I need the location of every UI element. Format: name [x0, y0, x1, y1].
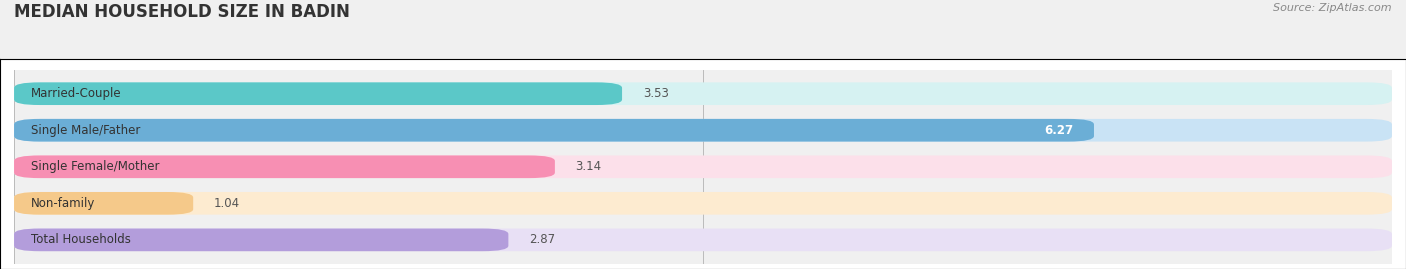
- Text: Non-family: Non-family: [31, 197, 96, 210]
- Text: Total Households: Total Households: [31, 233, 131, 246]
- Text: 2.87: 2.87: [529, 233, 555, 246]
- Text: 3.14: 3.14: [575, 160, 602, 173]
- Text: Single Male/Father: Single Male/Father: [31, 124, 141, 137]
- FancyBboxPatch shape: [14, 82, 1392, 105]
- FancyBboxPatch shape: [14, 119, 1392, 141]
- FancyBboxPatch shape: [14, 82, 621, 105]
- FancyBboxPatch shape: [14, 155, 1392, 178]
- Text: 6.27: 6.27: [1045, 124, 1073, 137]
- FancyBboxPatch shape: [14, 155, 555, 178]
- FancyBboxPatch shape: [14, 192, 1392, 215]
- Text: Single Female/Mother: Single Female/Mother: [31, 160, 160, 173]
- Text: MEDIAN HOUSEHOLD SIZE IN BADIN: MEDIAN HOUSEHOLD SIZE IN BADIN: [14, 3, 350, 21]
- FancyBboxPatch shape: [14, 229, 509, 251]
- FancyBboxPatch shape: [14, 119, 1094, 141]
- Text: 1.04: 1.04: [214, 197, 240, 210]
- Text: 3.53: 3.53: [643, 87, 669, 100]
- Text: Source: ZipAtlas.com: Source: ZipAtlas.com: [1274, 3, 1392, 13]
- FancyBboxPatch shape: [14, 192, 193, 215]
- FancyBboxPatch shape: [14, 229, 1392, 251]
- Text: Married-Couple: Married-Couple: [31, 87, 122, 100]
